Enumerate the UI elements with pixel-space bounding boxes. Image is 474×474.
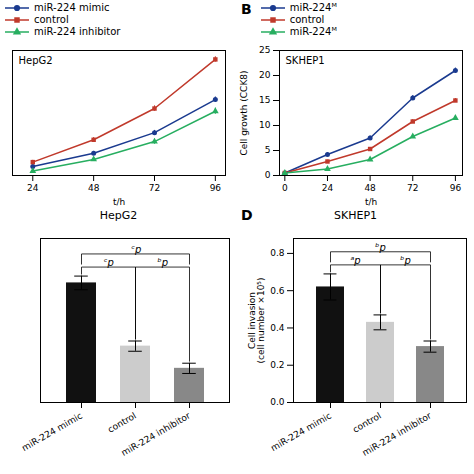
svg-text:72: 72 (149, 183, 160, 193)
svg-text:t/h: t/h (365, 197, 377, 207)
svg-text:miR-224 mimic: miR-224 mimic (20, 411, 84, 454)
html-text:miR-224ᴹ: miR-224ᴹ (289, 2, 337, 13)
svg-text:ᵇp: ᵇp (375, 242, 386, 253)
svg-text:0.6: 0.6 (270, 286, 285, 296)
svg-text:20: 20 (259, 70, 271, 80)
svg-text:0.2: 0.2 (270, 360, 284, 370)
svg-text:ᵇp: ᵇp (158, 257, 169, 268)
html-text:HepG2: HepG2 (99, 209, 138, 222)
svg-text:SKHEP1: SKHEP1 (286, 55, 325, 66)
svg-text:96: 96 (210, 183, 222, 193)
svg-text:15: 15 (259, 95, 270, 105)
html-text:SKHEP1: SKHEP1 (334, 209, 377, 222)
svg-text:0: 0 (282, 183, 288, 193)
svg-text:ᶜp: ᶜp (131, 244, 141, 255)
svg-text:24: 24 (322, 183, 334, 193)
svg-text:48: 48 (364, 183, 376, 193)
svg-text:0.0: 0.0 (270, 397, 285, 407)
svg-text:24: 24 (27, 183, 39, 193)
svg-text:72: 72 (407, 183, 418, 193)
svg-text:ᵃp: ᵃp (350, 255, 360, 266)
svg-text:HepG2: HepG2 (19, 55, 53, 66)
html-text:B: B (241, 1, 252, 17)
svg-text:miR-224 mimic: miR-224 mimic (269, 411, 333, 454)
svg-text:miR-224 inhibitor: miR-224 inhibitor (361, 410, 434, 458)
html-text:miR-224 mimic: miR-224 mimic (34, 2, 110, 13)
html-text:miR-224ᴹ: miR-224ᴹ (289, 26, 337, 37)
svg-text:25: 25 (259, 45, 270, 55)
svg-text:control: control (351, 411, 383, 435)
svg-text:ᶜp: ᶜp (104, 257, 114, 268)
svg-text:10: 10 (259, 120, 271, 130)
svg-text:Cell invasion(cell number ×10⁵: Cell invasion(cell number ×10⁵) (247, 278, 266, 364)
html-text:control: control (34, 14, 69, 25)
svg-text:0.4: 0.4 (270, 323, 285, 333)
svg-text:t/h: t/h (113, 197, 125, 207)
svg-text:5: 5 (265, 145, 271, 155)
svg-text:96: 96 (450, 183, 462, 193)
svg-text:48: 48 (88, 183, 100, 193)
svg-text:ᵇp: ᵇp (400, 255, 411, 266)
html-text:miR-224 inhibitor: miR-224 inhibitor (34, 26, 121, 37)
svg-text:control: control (106, 411, 138, 435)
svg-text:Cell growth (CCK8): Cell growth (CCK8) (239, 70, 249, 155)
svg-text:0: 0 (265, 170, 271, 180)
svg-text:miR-224 inhibitor: miR-224 inhibitor (120, 410, 193, 458)
html-text:D: D (241, 207, 253, 223)
svg-text:0.8: 0.8 (270, 248, 285, 258)
html-text:control: control (289, 14, 325, 25)
